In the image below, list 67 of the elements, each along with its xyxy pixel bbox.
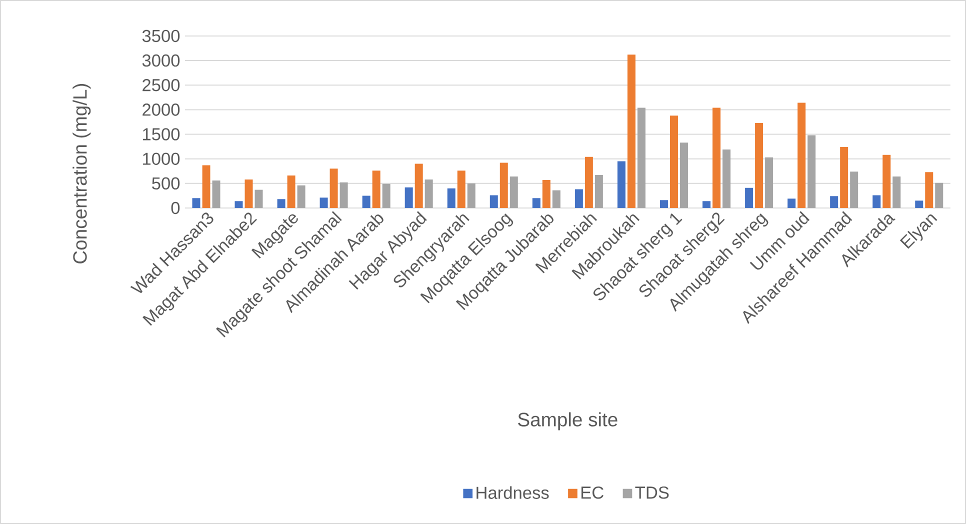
bar (712, 108, 721, 208)
y-tick-label: 1500 (143, 128, 180, 140)
legend-label: EC (581, 486, 604, 499)
bar (637, 108, 646, 208)
bar (320, 198, 328, 208)
bar (872, 195, 881, 208)
bar (660, 200, 668, 208)
bar (372, 170, 380, 208)
bar (594, 175, 603, 208)
legend-label: Hardness (476, 486, 549, 499)
bar (244, 179, 253, 208)
bar (882, 154, 891, 208)
bar (935, 182, 944, 208)
bar (192, 198, 200, 208)
bar (584, 156, 593, 208)
bar (745, 188, 754, 208)
bar (212, 180, 220, 208)
bar (765, 157, 774, 208)
bar (414, 164, 423, 208)
y-tick-label: 500 (152, 177, 180, 190)
bar (277, 199, 286, 208)
bar (722, 150, 731, 208)
bar (404, 187, 413, 208)
bar (447, 188, 456, 208)
bar (254, 190, 263, 208)
bar (287, 176, 296, 208)
bar (788, 198, 796, 208)
bar (542, 180, 550, 208)
bar (532, 198, 540, 208)
bar (627, 54, 636, 208)
bar (457, 170, 466, 208)
legend-label: TDS (635, 486, 669, 499)
bar (510, 176, 518, 208)
bar (702, 201, 711, 208)
bar (424, 179, 433, 208)
bar (680, 142, 688, 208)
bar (850, 172, 858, 208)
y-axis-title: Concentration (mg/L) (72, 84, 91, 264)
bar (297, 185, 306, 208)
bar (798, 102, 806, 208)
bar (755, 122, 764, 208)
bar (490, 195, 498, 208)
y-tick-label: 2000 (142, 104, 180, 116)
bar (340, 182, 348, 208)
bar (330, 168, 338, 208)
y-tick-label: 3000 (142, 54, 180, 67)
bar (830, 196, 838, 208)
bar (617, 161, 626, 208)
bar (202, 165, 210, 208)
bar (925, 172, 934, 208)
bar (892, 176, 901, 208)
bar (840, 147, 848, 208)
y-tick-label: 2500 (142, 78, 180, 92)
y-tick-label: 3500 (142, 30, 180, 42)
bar (670, 116, 678, 208)
bar (362, 196, 370, 208)
bar (234, 201, 243, 208)
y-tick-label: 0 (171, 202, 180, 214)
bar (552, 190, 560, 208)
bar (915, 200, 924, 208)
bar (382, 184, 390, 208)
x-axis-title: Sample site (518, 412, 618, 430)
bar (500, 162, 508, 208)
bar (467, 183, 476, 208)
bar (808, 135, 816, 208)
bar (574, 189, 583, 208)
y-tick-label: 1000 (143, 152, 180, 165)
